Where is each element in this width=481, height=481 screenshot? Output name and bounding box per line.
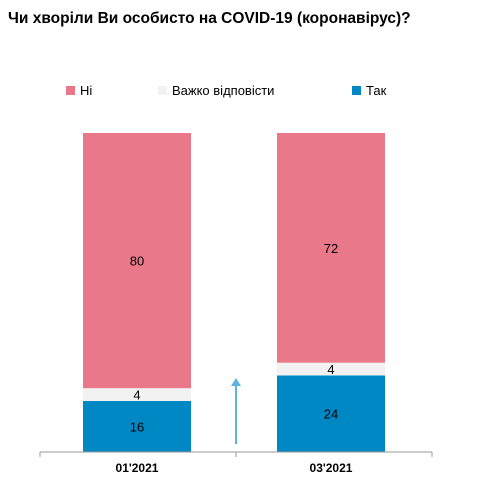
legend-swatch-ні xyxy=(66,86,75,95)
legend-label-так: Так xyxy=(366,83,387,98)
bar-важко-відповісти-1 xyxy=(83,388,191,401)
data-label-так-1: 16 xyxy=(130,419,144,434)
bar-важко-відповісти-2 xyxy=(277,362,385,376)
annotations xyxy=(231,378,241,444)
annotation-arrow-head xyxy=(231,378,241,386)
legend: Ні Важко відповісти Так xyxy=(66,83,387,98)
bars: 16 4 80 24 4 72 xyxy=(83,133,385,452)
bar-так-1 xyxy=(83,400,191,452)
data-label-ні-1: 80 xyxy=(130,254,144,269)
x-tick-label-2: 03'2021 xyxy=(310,461,353,475)
legend-swatch-важко-відповісти xyxy=(158,86,167,95)
bar-ні-2 xyxy=(277,133,385,363)
x-tick-label-1: 01'2021 xyxy=(116,461,159,475)
x-axis: 01'2021 03'2021 xyxy=(39,451,433,475)
chart-title: Чи хворіли Ви особисто на COVID-19 (коро… xyxy=(8,10,411,27)
legend-label-ні: Ні xyxy=(80,83,92,98)
data-label-ні-2: 72 xyxy=(324,241,338,256)
data-label-важко-відповісти-2: 4 xyxy=(327,362,334,377)
bar-ні-1 xyxy=(83,133,191,389)
bar-так-2 xyxy=(277,375,385,452)
legend-label-важко-відповісти: Важко відповісти xyxy=(172,83,274,98)
data-label-так-2: 24 xyxy=(324,407,338,422)
legend-swatch-так xyxy=(352,86,361,95)
data-label-важко-відповісти-1: 4 xyxy=(133,388,140,403)
